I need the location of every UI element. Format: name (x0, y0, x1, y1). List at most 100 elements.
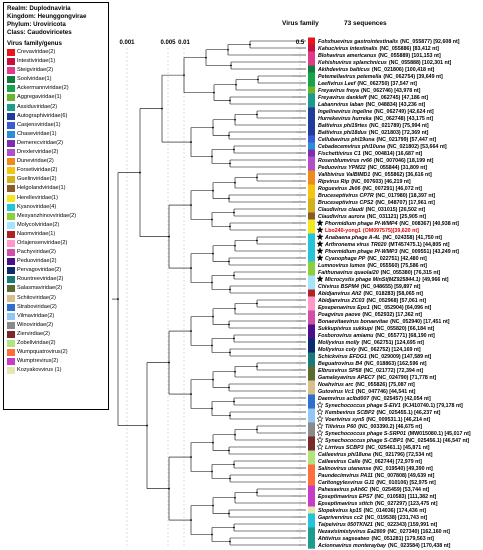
legend-item: Crevaviridae(2) (4, 48, 108, 57)
sequence-label: Epseptimavirus stitch (NC_027297) [123,47… (318, 501, 438, 507)
virus-family-color-cell (308, 422, 315, 430)
sequence-label: Cellubavirus phi19una (NC_021799) [57,447… (318, 137, 436, 143)
accession: (NC_010106) [52,975 nt] (376, 480, 436, 486)
accession: (NC_047746) [44,541 nt] (356, 389, 416, 395)
accession: (NC_023584) [170,438 nt] (388, 543, 451, 549)
legend-panel: Realm: Duplodnaviria Kingdom: Heunggongv… (3, 2, 109, 410)
accession: (NC_048707) [17,961 nt] (375, 200, 435, 206)
accession: (NC_062754) [39,649 nt] (383, 74, 443, 80)
sequence-label: Kahucivirus intestinalis (NC_055886) [83,… (318, 46, 439, 52)
legend-swatch (7, 276, 15, 284)
taxon-name: Leefivirus Leef (318, 81, 357, 87)
sequence-label: Freyavirus freya (NC_062746) [43,978 nt] (318, 88, 421, 94)
taxon-name: Salinovirus utanense (318, 466, 371, 472)
accession: (NC_009531.1) [46,214 nt] (366, 417, 430, 423)
legend-item: Duneviridae(2) (4, 157, 108, 166)
sequence-label: Abidjanvirus ZC03 (NC_052968) [57,061 nt] (317, 298, 426, 304)
virus-family-color-cell (308, 443, 315, 451)
taxon-name: Freyavirus freya (318, 88, 359, 94)
taxon-name: Calleevirus phi18una (318, 452, 371, 458)
taxon-name: Calleevirus Calle (318, 459, 360, 465)
taxon-name: Ahtivirus sagseatwo (317, 536, 370, 542)
accession: (NC_055886) [83,412 nt] (379, 46, 439, 52)
legend-label: Pervagoviridae(2) (17, 267, 62, 274)
taxon-name: Gaprivervirus cc2 (318, 515, 363, 521)
taxon-name: Epsepenavirus Eps1 (318, 305, 370, 311)
taxon-name: Phormidium phage Pf-WMP3 (325, 249, 397, 255)
virus-family-color-cell (308, 317, 315, 325)
virus-family-color-cell (308, 520, 315, 528)
legend-label: Kozyakovvirus (1) (17, 367, 62, 374)
accession: (NC_055888) [102,301 nt] (389, 60, 452, 66)
accession: (NC_029009) [147,589 nt] (369, 354, 432, 360)
filled-star-icon (316, 275, 324, 283)
virus-family-color-cell (308, 499, 315, 507)
legend-label: Pachyviridae(2) (17, 249, 56, 256)
sequence-label: Beguatrovirus B4 (NC_018863) [162,596 nt] (318, 361, 427, 367)
legend-label: Drexlerviridae(2) (17, 149, 59, 156)
virus-family-color-cell (308, 107, 315, 115)
sequence-label: Daemvirus aclbd007 (NC_025457) [42,054 nt… (318, 396, 431, 402)
virus-family-color-cell (308, 429, 315, 437)
legend-swatch (7, 249, 15, 257)
scale-label: 0.005 (160, 40, 176, 46)
taxon-name: Phormidium phage Pf-WMP4 (325, 221, 397, 227)
taxon-name: Kahucivirus intestinalis (318, 46, 378, 52)
taxon-name: Gutovirus Vc1 (318, 389, 354, 395)
sequence-label: Nezavisimistyvirus Ea2809 (NC_027340) [16… (318, 529, 450, 535)
sequence-label: Phormidium phage Pf-WMP3 (NC_009551) [43,… (325, 249, 459, 255)
legend-item: Autographiviridae(6) (4, 112, 108, 121)
accession: (NC_022343) [159,991 nt] (375, 522, 438, 528)
legend-item: Intestiviridae(1) (4, 57, 108, 66)
taxon-name: Bonaevitaevirus bonaevitae (318, 319, 388, 325)
taxon-name: Synechococcus phage S-SRP01 (325, 431, 406, 437)
virus-family-color-cell (308, 135, 315, 143)
taxon-name: Foxborovirus amiamu (318, 333, 374, 339)
scale-label: 0.001 (119, 40, 135, 46)
legend-swatch (7, 340, 15, 347)
virus-family-color-cell (308, 240, 315, 248)
accession: (NC_021772) [72,394 nt] (364, 368, 424, 374)
virus-family-color-cell (308, 352, 315, 360)
taxon-name: Cellubavirus phi19una (318, 137, 375, 143)
taxon-name: Bruceseptivirus CPS2 (318, 200, 373, 206)
taxon-name: Blohavirus americanus (318, 53, 376, 59)
sequence-label: Abidjanvirus Alt2 (NC_018283) [58,065 nt] (317, 291, 423, 297)
accession: (NC_021789) [75,994 nt] (369, 123, 429, 129)
sequence-label: Mollyvirus coly (NC_062752) [124,169 nt] (318, 347, 421, 353)
virus-family-color-cell (308, 65, 315, 73)
virus-family-color-cell (308, 100, 315, 108)
open-star-icon (316, 408, 324, 416)
legend-item: Mesyanzhinovviridae(2) (4, 212, 108, 221)
filled-star-icon (316, 254, 324, 262)
legend-label: Steigviridae(2) (17, 67, 54, 74)
accession: (NC_025457) [42,054 nt] (371, 396, 431, 402)
taxon-name: Lbo240-yong1 (325, 228, 361, 234)
sequence-label: Ahtivirus sagseatwo (NC_051281) [179,563 … (317, 536, 434, 542)
accession: (NC_025456.1) [46,547 nt] (405, 438, 469, 444)
legend-swatch (7, 267, 15, 275)
virus-family-color-cell (308, 457, 315, 465)
taxon-name: Poagvirus paove (318, 312, 360, 318)
sequence-label: Carltongylesvirus GJ1 (NC_010106) [52,975… (318, 480, 436, 486)
legend-swatch (7, 358, 15, 366)
sequence-label: Epseptimavirus EPS7 (NC_010583) [111,382 … (318, 494, 437, 500)
virus-family-color-cell (308, 177, 315, 185)
accession: (NC_021802) [53,664 nt] (387, 144, 447, 150)
virus-family-color-cell (308, 282, 315, 290)
accession: (MW015080.1) [45,017 nt] (408, 431, 471, 437)
taxon-name: Lirrivus SCBP3 (325, 445, 364, 451)
filled-star-icon (316, 247, 324, 255)
accession: (KJ410740.1) [79,178 nt] (403, 403, 463, 409)
sequence-label: Pahexavirus pAh6C (NC_025459) [53,744 nt] (318, 487, 429, 493)
virus-family-color-cell (308, 527, 315, 535)
taxon-name: Claudivirus claudi (318, 207, 364, 213)
legend-label: Kyanoviridae(4) (17, 203, 57, 210)
taxon-name: Acionnavirus monteraybay (317, 543, 387, 549)
virus-family-color-cell (308, 513, 315, 521)
legend-item: Wumptrevirus(2) (4, 357, 108, 366)
sequence-label: Blohavirus americanus (NC_055889) [101,15… (318, 53, 441, 59)
legend-label: Aggregaviridae(1) (17, 94, 62, 101)
accession: (NC_018283) [58,065 nt] (363, 291, 423, 297)
legend-item: Naomviridae(1) (4, 230, 108, 239)
